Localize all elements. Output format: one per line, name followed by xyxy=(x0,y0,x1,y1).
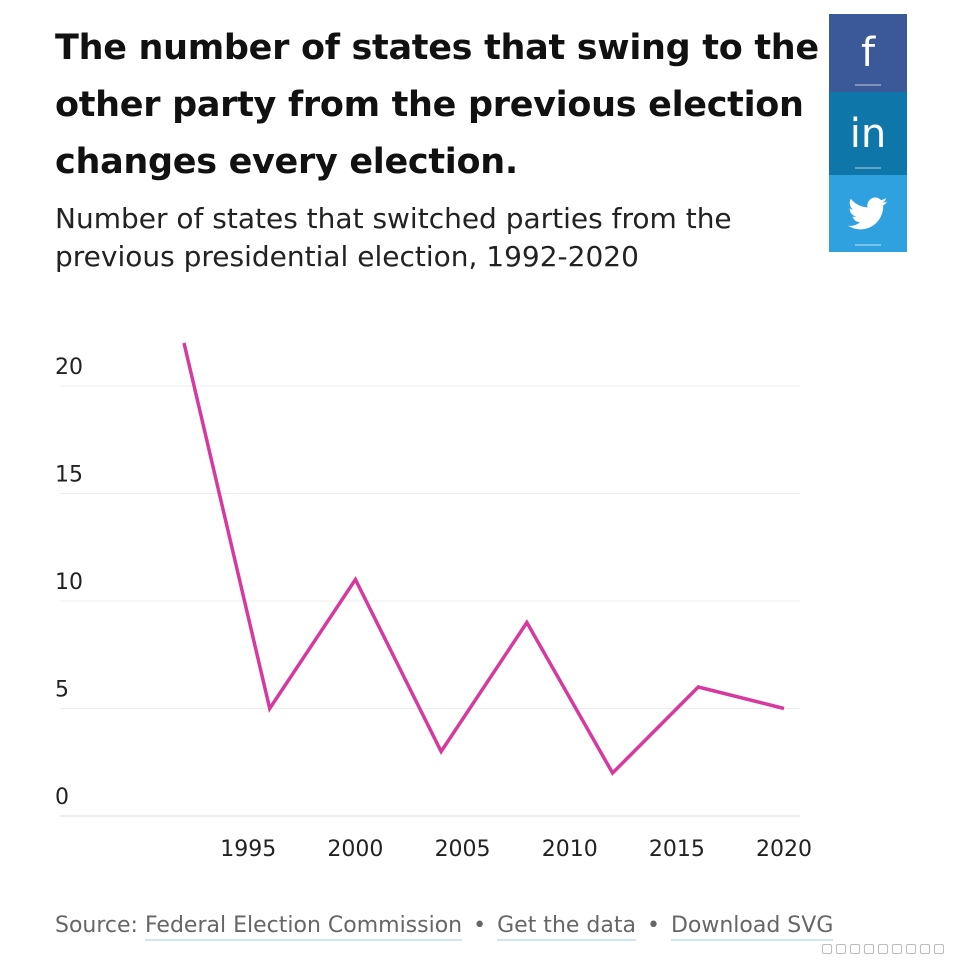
y-tick-label: 5 xyxy=(55,678,69,703)
source-link[interactable]: Federal Election Commission xyxy=(144,913,463,941)
watermark-dot xyxy=(892,944,902,954)
facebook-icon: f xyxy=(860,30,876,76)
y-tick-label: 15 xyxy=(55,463,83,488)
source-prefix: Source: xyxy=(55,913,138,938)
linkedin-icon: in xyxy=(849,110,887,157)
watermark-dot xyxy=(878,944,888,954)
x-tick-label: 2020 xyxy=(756,837,812,862)
x-tick-label: 2015 xyxy=(649,837,705,862)
y-tick-label: 10 xyxy=(55,570,83,595)
linkedin-underline xyxy=(855,167,881,169)
twitter-underline xyxy=(855,244,881,246)
watermark-dot xyxy=(864,944,874,954)
watermark-dot xyxy=(822,944,832,954)
source-separator: • xyxy=(473,913,487,938)
watermark-dot xyxy=(836,944,846,954)
source-line: Source: Federal Election Commission • Ge… xyxy=(55,913,834,941)
share-twitter-button[interactable] xyxy=(829,175,907,252)
source-separator: • xyxy=(646,913,660,938)
line-chart: 0 5 10 15 20 1995 2000 2005 2010 2015 2020 xyxy=(55,342,812,862)
x-tick-label: 1995 xyxy=(220,837,276,862)
share-facebook-button[interactable]: f xyxy=(829,14,907,92)
x-tick-label: 2005 xyxy=(435,837,491,862)
facebook-underline xyxy=(855,84,881,86)
watermark-dot xyxy=(850,944,860,954)
share-linkedin-button[interactable]: in xyxy=(829,92,907,175)
x-tick-label: 2010 xyxy=(542,837,598,862)
x-tick-label: 2000 xyxy=(327,837,383,862)
y-tick-label: 0 xyxy=(55,785,69,810)
chart-headline: The number of states that swing to the o… xyxy=(55,28,819,182)
watermark-dot xyxy=(906,944,916,954)
watermark-dots xyxy=(822,944,944,954)
watermark-dot xyxy=(920,944,930,954)
series-line xyxy=(182,342,785,776)
watermark-dot xyxy=(934,944,944,954)
chart-subtitle: Number of states that switched parties f… xyxy=(55,202,732,273)
twitter-icon xyxy=(848,197,888,229)
get-data-link[interactable]: Get the data xyxy=(497,913,636,941)
share-bar: f in xyxy=(829,14,907,252)
y-tick-label: 20 xyxy=(55,355,83,380)
download-svg-link[interactable]: Download SVG xyxy=(670,913,834,941)
